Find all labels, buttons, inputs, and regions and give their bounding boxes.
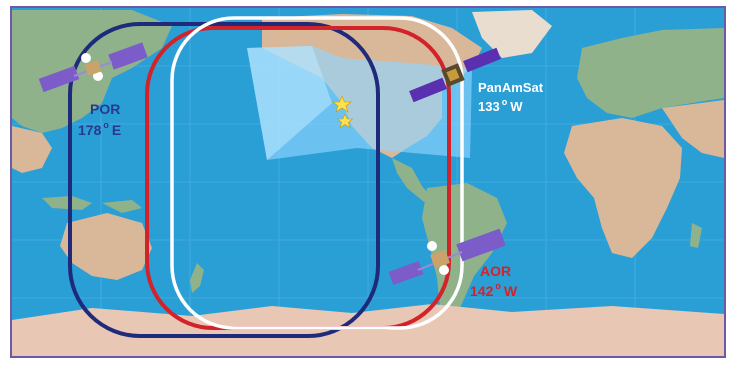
por-coverage-ring: [68, 22, 380, 338]
landmass-europe: [577, 28, 724, 118]
landmass-new-guinea: [102, 200, 142, 213]
por-label: POR 178 o E: [78, 101, 121, 138]
landmass-middle-east: [662, 100, 724, 158]
landmass-indonesia: [42, 196, 92, 210]
world-map-frame: POR 178 o E PanAmSat 133 o W AOR 142 o W: [10, 6, 726, 358]
por-name: POR: [90, 101, 120, 117]
aor-satellite-icon: [388, 228, 506, 286]
coverage-highlight-inner: [247, 46, 332, 160]
panamsat-satellite-icon: [409, 47, 501, 103]
world-map: POR 178 o E PanAmSat 133 o W AOR 142 o W: [12, 8, 724, 356]
landmass-australia: [60, 213, 152, 280]
landmass-central-america: [392, 158, 432, 202]
landmass-greenland: [472, 10, 552, 58]
panamsat-label: PanAmSat 133 o W: [478, 80, 544, 114]
panamsat-coverage-ring: [170, 16, 464, 330]
landmass-madagascar: [690, 223, 702, 248]
aor-longitude: 142 o W: [470, 281, 518, 299]
star-marker-2: [336, 113, 354, 129]
landmass-africa: [564, 118, 682, 258]
panamsat-name: PanAmSat: [478, 80, 544, 95]
star-marker-1: [332, 95, 352, 113]
panamsat-longitude: 133 o W: [478, 97, 523, 114]
landmass-south-asia: [12, 126, 52, 173]
por-satellite-icon: [38, 42, 148, 93]
aor-name: AOR: [480, 263, 511, 279]
aor-label: AOR 142 o W: [470, 263, 518, 299]
por-longitude: 178 o E: [78, 120, 121, 138]
landmass-new-zealand: [190, 263, 204, 293]
